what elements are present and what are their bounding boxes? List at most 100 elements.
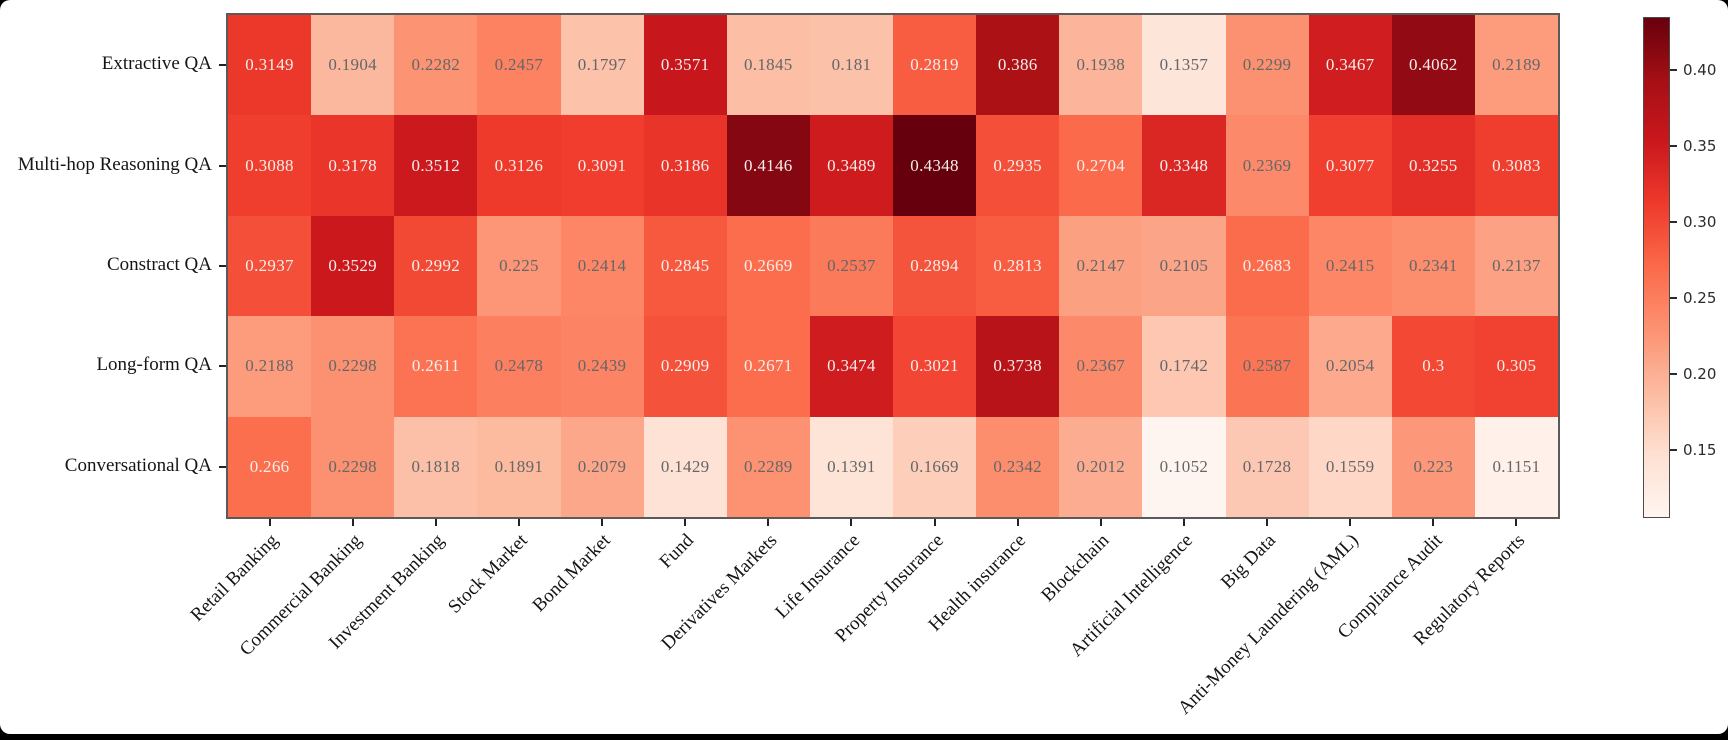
- cell-value: 0.3186: [660, 155, 710, 175]
- heatmap-cell: 0.1904: [311, 15, 395, 116]
- heatmap-cell: 0.2079: [560, 416, 644, 517]
- row-label: Conversational QA: [64, 454, 212, 476]
- heatmap-cell: 0.3021: [893, 316, 977, 417]
- cell-value: 0.2669: [744, 255, 793, 275]
- cell-value: 0.3126: [494, 155, 544, 175]
- heatmap-cell: 0.2937: [228, 215, 312, 317]
- heatmap-cell: 0.2992: [394, 215, 478, 317]
- cell-value: 0.2298: [328, 456, 377, 476]
- cell-value: 0.3529: [328, 255, 377, 275]
- cell-value: 0.181: [831, 55, 872, 75]
- heatmap-cell: 0.2282: [394, 15, 478, 116]
- heatmap-cell: 0.1728: [1225, 416, 1309, 517]
- heatmap-cell: 0.4348: [893, 115, 977, 216]
- heatmap-cell: 0.2813: [976, 215, 1060, 317]
- heatmap-cell: 0.2439: [560, 316, 644, 417]
- row-label: Constract QA: [106, 254, 212, 276]
- cell-value: 0.2188: [245, 356, 294, 376]
- row-label: Multi-hop Reasoning QA: [17, 153, 212, 175]
- cell-value: 0.2478: [494, 356, 544, 376]
- colorbar-tick-label: 0.35: [1683, 136, 1717, 155]
- cell-value: 0.3512: [411, 155, 461, 175]
- colorbar-tick: [1670, 448, 1677, 451]
- cell-value: 0.3083: [1492, 155, 1541, 175]
- row-label: Extractive QA: [101, 53, 212, 75]
- heatmap-cell: 0.2298: [311, 416, 395, 517]
- column-label-text: Big Data: [1216, 530, 1280, 593]
- cell-value: 0.223: [1413, 456, 1454, 476]
- cell-value: 0.2414: [577, 255, 627, 275]
- heatmap-cell: 0.2671: [726, 316, 810, 417]
- cell-value: 0.1429: [660, 456, 710, 476]
- heatmap-cell: 0.225: [477, 215, 561, 317]
- y-tick: [219, 164, 226, 167]
- x-tick: [601, 519, 604, 526]
- heatmap-cell: 0.3149: [228, 15, 312, 116]
- cell-value: 0.1818: [411, 456, 461, 476]
- heatmap-cell: 0.2669: [726, 215, 810, 317]
- column-label-text: Stock Market: [444, 530, 532, 618]
- cell-value: 0.2587: [1242, 356, 1292, 376]
- cell-value: 0.2367: [1076, 356, 1126, 376]
- heatmap-cell: 0.2845: [643, 215, 727, 317]
- cell-value: 0.2189: [1492, 55, 1541, 75]
- y-tick: [219, 465, 226, 468]
- cell-value: 0.3021: [910, 356, 959, 376]
- heatmap-cell: 0.3348: [1142, 115, 1226, 216]
- heatmap-cell: 0.3738: [976, 316, 1060, 417]
- heatmap-cell: 0.2289: [726, 416, 810, 517]
- heatmap-cell: 0.3091: [560, 115, 644, 216]
- heatmap-cell: 0.1559: [1308, 416, 1392, 517]
- cell-value: 0.2813: [993, 255, 1042, 275]
- heatmap-cell: 0.2342: [976, 416, 1060, 517]
- heatmap-cell: 0.1151: [1474, 416, 1558, 517]
- heatmap-cell: 0.2415: [1308, 215, 1392, 317]
- heatmap-cell: 0.3571: [643, 15, 727, 116]
- cell-value: 0.3077: [1325, 155, 1375, 175]
- cell-value: 0.2909: [660, 356, 710, 376]
- heatmap-cell: 0.2299: [1225, 15, 1309, 116]
- heatmap-cell: 0.2054: [1308, 316, 1392, 417]
- x-tick: [684, 519, 687, 526]
- cell-value: 0.1559: [1325, 456, 1375, 476]
- cell-value: 0.3088: [245, 155, 294, 175]
- heatmap-cell: 0.2147: [1059, 215, 1143, 317]
- heatmap-cell: 0.1938: [1059, 15, 1143, 116]
- heatmap-cell: 0.2137: [1474, 215, 1558, 317]
- heatmap-cell: 0.1357: [1142, 15, 1226, 116]
- x-tick: [1182, 519, 1185, 526]
- heatmap-cell: 0.2909: [643, 316, 727, 417]
- x-tick: [1099, 519, 1102, 526]
- cell-value: 0.1845: [744, 55, 793, 75]
- cell-value: 0.2537: [827, 255, 876, 275]
- cell-value: 0.305: [1496, 356, 1537, 376]
- x-tick: [517, 519, 520, 526]
- y-tick: [219, 64, 226, 67]
- heatmap-cell: 0.2704: [1059, 115, 1143, 216]
- heatmap-cell: 0.305: [1474, 316, 1558, 417]
- cell-value: 0.2298: [328, 356, 377, 376]
- cell-value: 0.4348: [910, 155, 959, 175]
- column-label-text: Bond Market: [528, 530, 615, 617]
- x-tick: [268, 519, 271, 526]
- heatmap-cell: 0.3: [1391, 316, 1475, 417]
- heatmap-cell: 0.3083: [1474, 115, 1558, 216]
- heatmap-cell: 0.1845: [726, 15, 810, 116]
- heatmap-cell: 0.2935: [976, 115, 1060, 216]
- cell-value: 0.1938: [1076, 55, 1126, 75]
- colorbar: [1643, 17, 1670, 518]
- heatmap-cell: 0.1669: [893, 416, 977, 517]
- cell-value: 0.3474: [827, 356, 876, 376]
- cell-value: 0.3738: [993, 356, 1042, 376]
- heatmap-cell: 0.1797: [560, 15, 644, 116]
- cell-value: 0.386: [997, 55, 1038, 75]
- cell-value: 0.2054: [1325, 356, 1375, 376]
- colorbar-tick-label: 0.25: [1683, 288, 1717, 307]
- heatmap-cell: 0.1818: [394, 416, 478, 517]
- column-label-text: Fund: [655, 530, 699, 573]
- heatmap-cell: 0.2819: [893, 15, 977, 116]
- heatmap-cell: 0.2457: [477, 15, 561, 116]
- cell-value: 0.3178: [328, 155, 377, 175]
- heatmap-cell: 0.1429: [643, 416, 727, 517]
